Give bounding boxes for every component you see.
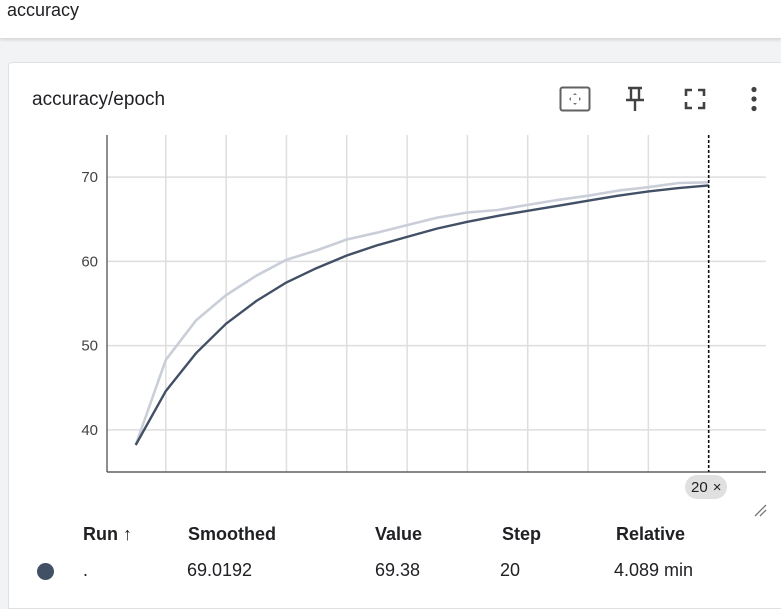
y-tick-label: 50 <box>81 338 98 355</box>
series-line-raw <box>134 181 709 446</box>
column-header-run[interactable]: Run ↑ <box>83 524 132 544</box>
x-tick-label: 2 <box>162 481 170 483</box>
relative-time: 4.089 min <box>614 560 694 580</box>
y-tick-label: 60 <box>81 253 98 270</box>
x-tick-label: 8 <box>343 481 351 483</box>
raw-value: 69.38 <box>375 560 421 580</box>
x-tick-label: 16 <box>580 481 597 483</box>
column-header-relative[interactable]: Relative <box>616 524 686 544</box>
resize-handle-icon[interactable] <box>753 503 767 517</box>
section-title: accuracy <box>7 0 80 20</box>
y-tick-label: 70 <box>81 169 98 186</box>
x-tick-label: 10 <box>399 481 416 483</box>
step-hover-chip: 20 × <box>685 475 728 499</box>
x-tick-label: 14 <box>519 481 536 483</box>
scalar-card: accuracy/epoch 40 50 60 70 2 4 6 8 10 12 14 16 18 20… <box>8 62 781 609</box>
section-header: accuracy <box>0 0 781 39</box>
column-header-step[interactable]: Step <box>502 524 542 544</box>
card-title: accuracy/epoch <box>32 89 166 110</box>
column-header-smoothed[interactable]: Smoothed <box>188 524 276 544</box>
x-tick-label: 4 <box>222 481 230 483</box>
close-icon[interactable]: × <box>712 478 722 496</box>
fit-domain-icon[interactable] <box>559 83 591 115</box>
step-hover-label: 20 <box>691 478 708 496</box>
more-vert-icon[interactable] <box>738 83 770 115</box>
pin-icon[interactable] <box>619 83 651 115</box>
x-tick-label: 18 <box>640 481 657 483</box>
y-tick-label: 40 <box>81 422 98 439</box>
step-value: 20 <box>500 560 521 580</box>
line-chart[interactable]: 40 50 60 70 2 4 6 8 10 12 14 16 18 <box>9 63 781 483</box>
column-header-value[interactable]: Value <box>375 524 423 544</box>
run-name: . <box>83 560 89 580</box>
fullscreen-icon[interactable] <box>679 83 711 115</box>
series-line-smoothed <box>134 184 709 446</box>
run-color-dot <box>37 563 54 580</box>
x-tick-label: 6 <box>282 481 290 483</box>
x-tick-label: 12 <box>459 481 476 483</box>
smoothed-value: 69.0192 <box>187 560 253 580</box>
